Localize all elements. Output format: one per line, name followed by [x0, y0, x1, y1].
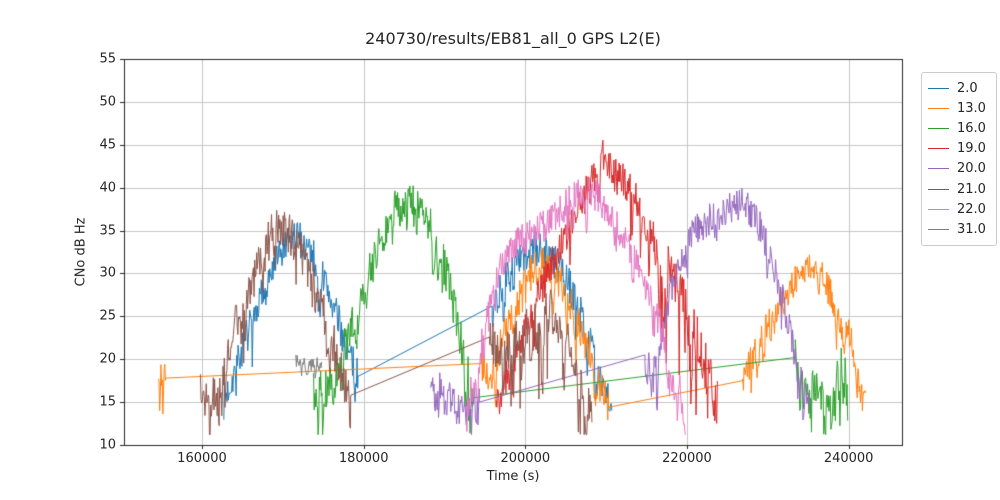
legend: 2.0 13.0 16.0 19.0 20.0 21.0 22.0 31.0: [921, 72, 997, 246]
legend-label: 22.0: [957, 201, 986, 217]
y-tick-label: 30: [99, 265, 116, 281]
y-tick-label: 25: [99, 308, 116, 324]
y-tick-label: 50: [99, 94, 116, 110]
legend-item: 31.0: [922, 219, 996, 239]
x-tick-label: 240000: [823, 451, 874, 466]
legend-line-swatch: [928, 168, 949, 170]
y-tick-label: 35: [99, 223, 116, 239]
legend-item: 21.0: [922, 179, 996, 199]
x-tick-label: 200000: [500, 451, 551, 466]
x-axis-label: Time (s): [486, 469, 540, 484]
legend-line-swatch: [928, 188, 949, 190]
chart-title: 240730/results/EB81_all_0 GPS L2(E): [365, 29, 661, 48]
legend-label: 19.0: [957, 141, 986, 157]
y-tick-label: 55: [99, 51, 116, 67]
y-axis-label: CNo dB Hz: [73, 217, 89, 287]
legend-line-swatch: [928, 87, 949, 89]
x-tick-label: 160000: [177, 451, 227, 466]
x-tick-label: 220000: [662, 451, 712, 466]
legend-line-swatch: [928, 228, 949, 230]
legend-label: 2.0: [957, 80, 978, 96]
legend-line-swatch: [928, 127, 949, 129]
legend-line-swatch: [928, 107, 949, 109]
y-tick-label: 10: [99, 437, 116, 453]
legend-label: 21.0: [957, 181, 986, 197]
y-tick-label: 40: [99, 180, 116, 196]
legend-label: 13.0: [957, 100, 986, 116]
legend-label: 16.0: [957, 120, 986, 136]
legend-item: 16.0: [922, 118, 996, 138]
legend-line-swatch: [928, 148, 949, 150]
legend-item: 2.0: [922, 78, 996, 98]
legend-label: 20.0: [957, 161, 986, 177]
legend-line-swatch: [928, 208, 949, 210]
y-tick-label: 45: [99, 137, 116, 153]
legend-item: 22.0: [922, 199, 996, 219]
legend-item: 13.0: [922, 98, 996, 118]
y-tick-label: 20: [99, 351, 116, 367]
legend-item: 19.0: [922, 139, 996, 159]
legend-label: 31.0: [957, 221, 986, 237]
y-tick-label: 15: [99, 394, 116, 410]
x-tick-label: 180000: [338, 451, 389, 466]
legend-item: 20.0: [922, 159, 996, 179]
